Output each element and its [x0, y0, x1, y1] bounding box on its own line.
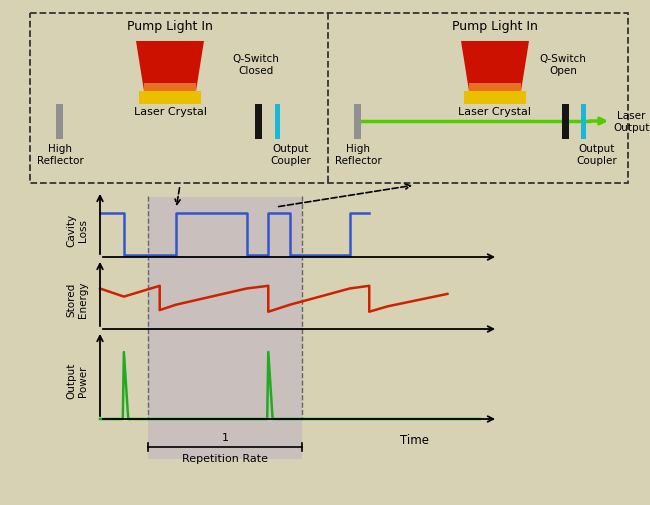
Bar [275, 105, 280, 140]
Bar [56, 105, 63, 140]
Bar [255, 105, 262, 140]
Bar [581, 105, 586, 140]
Text: Output
Coupler: Output Coupler [270, 144, 311, 165]
Text: 1: 1 [222, 432, 229, 442]
Text: Output
Coupler: Output Coupler [577, 144, 617, 165]
Text: Cavity
Loss: Cavity Loss [66, 213, 88, 246]
Bar [148, 197, 302, 459]
Text: Time: Time [400, 433, 430, 446]
Text: High
Reflector: High Reflector [36, 144, 83, 165]
Polygon shape [469, 84, 521, 92]
Text: Laser
Output: Laser Output [613, 111, 649, 132]
Bar [464, 92, 526, 105]
Text: Repetition Rate: Repetition Rate [182, 453, 268, 463]
Text: High
Reflector: High Reflector [335, 144, 382, 165]
Text: Stored
Energy: Stored Energy [66, 281, 88, 318]
Text: Pump Light In: Pump Light In [452, 20, 538, 33]
Polygon shape [144, 84, 196, 92]
Bar [354, 105, 361, 140]
Text: Output
Power: Output Power [66, 362, 88, 398]
Polygon shape [136, 42, 204, 92]
Text: Q-Switch
Closed: Q-Switch Closed [233, 54, 280, 75]
Polygon shape [461, 42, 529, 92]
Text: Laser Crystal: Laser Crystal [133, 107, 207, 117]
Text: Pump Light In: Pump Light In [127, 20, 213, 33]
Text: Laser Crystal: Laser Crystal [458, 107, 532, 117]
Bar [30, 14, 628, 184]
Bar [562, 105, 569, 140]
Bar [139, 92, 201, 105]
Text: Q-Switch
Open: Q-Switch Open [540, 54, 586, 75]
